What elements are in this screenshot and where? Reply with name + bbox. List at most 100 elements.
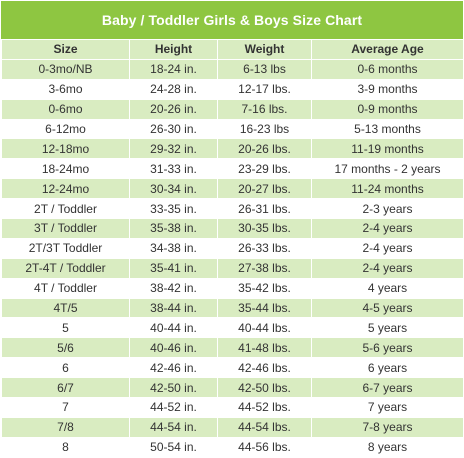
cell-height: 40-46 in.: [129, 337, 218, 359]
header-weight: Weight: [217, 39, 312, 60]
cell-weight: 20-26 lbs.: [217, 138, 312, 160]
table-row: 6 42-46 in. 42-46 lbs. 6 years: [1, 357, 464, 379]
cell-weight: 42-50 lbs.: [217, 377, 312, 399]
cell-size: 3-6mo: [1, 78, 130, 100]
size-table: Size Height Weight Average Age 0-3mo/NB 1…: [1, 39, 464, 458]
table-row: 3T / Toddler 35-38 in. 30-35 lbs. 2-4 years: [1, 218, 464, 239]
cell-size: 4T / Toddler: [1, 277, 130, 299]
cell-height: 44-52 in.: [129, 397, 218, 418]
cell-weight: 30-35 lbs.: [217, 218, 312, 239]
cell-height: 35-41 in.: [129, 257, 218, 279]
cell-height: 20-26 in.: [129, 98, 218, 120]
cell-size: 0-6mo: [1, 98, 130, 120]
cell-size: 5/6: [1, 337, 130, 359]
cell-height: 38-44 in.: [129, 297, 218, 319]
cell-size: 0-3mo/NB: [1, 58, 130, 80]
table-row: 7 44-52 in. 44-52 lbs. 7 years: [1, 397, 464, 418]
cell-height: 33-35 in.: [129, 198, 218, 220]
header-size: Size: [1, 39, 130, 60]
cell-average-age: 6 years: [311, 357, 464, 379]
table-row: 6/7 42-50 in. 42-50 lbs. 6-7 years: [1, 377, 464, 399]
cell-size: 3T / Toddler: [1, 218, 130, 239]
cell-average-age: 5 years: [311, 317, 464, 339]
cell-weight: 23-29 lbs.: [217, 158, 312, 180]
cell-average-age: 11-19 months: [311, 138, 464, 160]
table-row: 3-6mo 24-28 in. 12-17 lbs. 3-9 months: [1, 78, 464, 100]
cell-size: 2T-4T / Toddler: [1, 257, 130, 279]
cell-height: 42-50 in.: [129, 377, 218, 399]
cell-size: 4T/5: [1, 297, 130, 319]
cell-weight: 26-31 lbs.: [217, 198, 312, 220]
cell-height: 29-32 in.: [129, 138, 218, 160]
cell-average-age: 7 years: [311, 397, 464, 418]
chart-title: Baby / Toddler Girls & Boys Size Chart: [1, 1, 463, 39]
cell-size: 5: [1, 317, 130, 339]
cell-weight: 44-54 lbs.: [217, 416, 312, 438]
cell-height: 30-34 in.: [129, 178, 218, 200]
table-row: 2T / Toddler 33-35 in. 26-31 lbs. 2-3 years: [1, 198, 464, 220]
cell-size: 7: [1, 397, 130, 418]
table-row: 8 50-54 in. 44-56 lbs. 8 years: [1, 436, 464, 458]
cell-average-age: 5-6 years: [311, 337, 464, 359]
table-row: 12-18mo 29-32 in. 20-26 lbs. 11-19 months: [1, 138, 464, 160]
cell-size: 18-24mo: [1, 158, 130, 180]
cell-weight: 16-23 lbs: [217, 118, 312, 140]
table-row: 2T/3T Toddler 34-38 in. 26-33 lbs. 2-4 year…: [1, 237, 464, 259]
cell-weight: 44-56 lbs.: [217, 436, 312, 458]
cell-weight: 27-38 lbs.: [217, 257, 312, 279]
table-row: 2T-4T / Toddler 35-41 in. 27-38 lbs. 2-4 ye…: [1, 257, 464, 279]
cell-weight: 44-52 lbs.: [217, 397, 312, 418]
cell-size: 6-12mo: [1, 118, 130, 140]
cell-average-age: 2-4 years: [311, 218, 464, 239]
cell-weight: 12-17 lbs.: [217, 78, 312, 100]
cell-average-age: 5-13 months: [311, 118, 464, 140]
cell-size: 6/7: [1, 377, 130, 399]
table-row: 7/8 44-54 in. 44-54 lbs. 7-8 years: [1, 416, 464, 438]
cell-weight: 35-42 lbs.: [217, 277, 312, 299]
table-row: 5 40-44 in. 40-44 lbs. 5 years: [1, 317, 464, 339]
cell-height: 34-38 in.: [129, 237, 218, 259]
cell-height: 44-54 in.: [129, 416, 218, 438]
cell-average-age: 0-9 months: [311, 98, 464, 120]
table-row: 5/6 40-46 in. 41-48 lbs. 5-6 years: [1, 337, 464, 359]
cell-weight: 20-27 lbs.: [217, 178, 312, 200]
header-height: Height: [129, 39, 218, 60]
cell-height: 38-42 in.: [129, 277, 218, 299]
cell-weight: 42-46 lbs.: [217, 357, 312, 379]
table-row: 0-3mo/NB 18-24 in. 6-13 lbs 0-6 months: [1, 58, 464, 80]
cell-average-age: 2-4 years: [311, 237, 464, 259]
cell-weight: 35-44 lbs.: [217, 297, 312, 319]
cell-average-age: 7-8 years: [311, 416, 464, 438]
cell-size: 8: [1, 436, 130, 458]
cell-average-age: 0-6 months: [311, 58, 464, 80]
cell-size: 12-24mo: [1, 178, 130, 200]
cell-height: 24-28 in.: [129, 78, 218, 100]
cell-size: 12-18mo: [1, 138, 130, 160]
cell-average-age: 4-5 years: [311, 297, 464, 319]
table-row: 4T/5 38-44 in. 35-44 lbs. 4-5 years: [1, 297, 464, 319]
cell-average-age: 3-9 months: [311, 78, 464, 100]
cell-weight: 41-48 lbs.: [217, 337, 312, 359]
table-body: 0-3mo/NB 18-24 in. 6-13 lbs 0-6 months 3-6mo…: [1, 58, 464, 458]
cell-height: 50-54 in.: [129, 436, 218, 458]
cell-size: 2T/3T Toddler: [1, 237, 130, 259]
cell-size: 6: [1, 357, 130, 379]
header-average-age: Average Age: [311, 39, 464, 60]
cell-average-age: 2-4 years: [311, 257, 464, 279]
cell-size: 7/8: [1, 416, 130, 438]
cell-average-age: 2-3 years: [311, 198, 464, 220]
cell-average-age: 8 years: [311, 436, 464, 458]
cell-height: 31-33 in.: [129, 158, 218, 180]
cell-height: 42-46 in.: [129, 357, 218, 379]
table-row: 18-24mo 31-33 in. 23-29 lbs. 17 months - 2 …: [1, 158, 464, 180]
cell-height: 35-38 in.: [129, 218, 218, 239]
cell-weight: 7-16 lbs.: [217, 98, 312, 120]
cell-size: 2T / Toddler: [1, 198, 130, 220]
cell-average-age: 4 years: [311, 277, 464, 299]
table-row: 12-24mo 30-34 in. 20-27 lbs. 11-24 months: [1, 178, 464, 200]
cell-height: 26-30 in.: [129, 118, 218, 140]
cell-weight: 6-13 lbs: [217, 58, 312, 80]
cell-average-age: 11-24 months: [311, 178, 464, 200]
cell-average-age: 17 months - 2 years: [311, 158, 464, 180]
